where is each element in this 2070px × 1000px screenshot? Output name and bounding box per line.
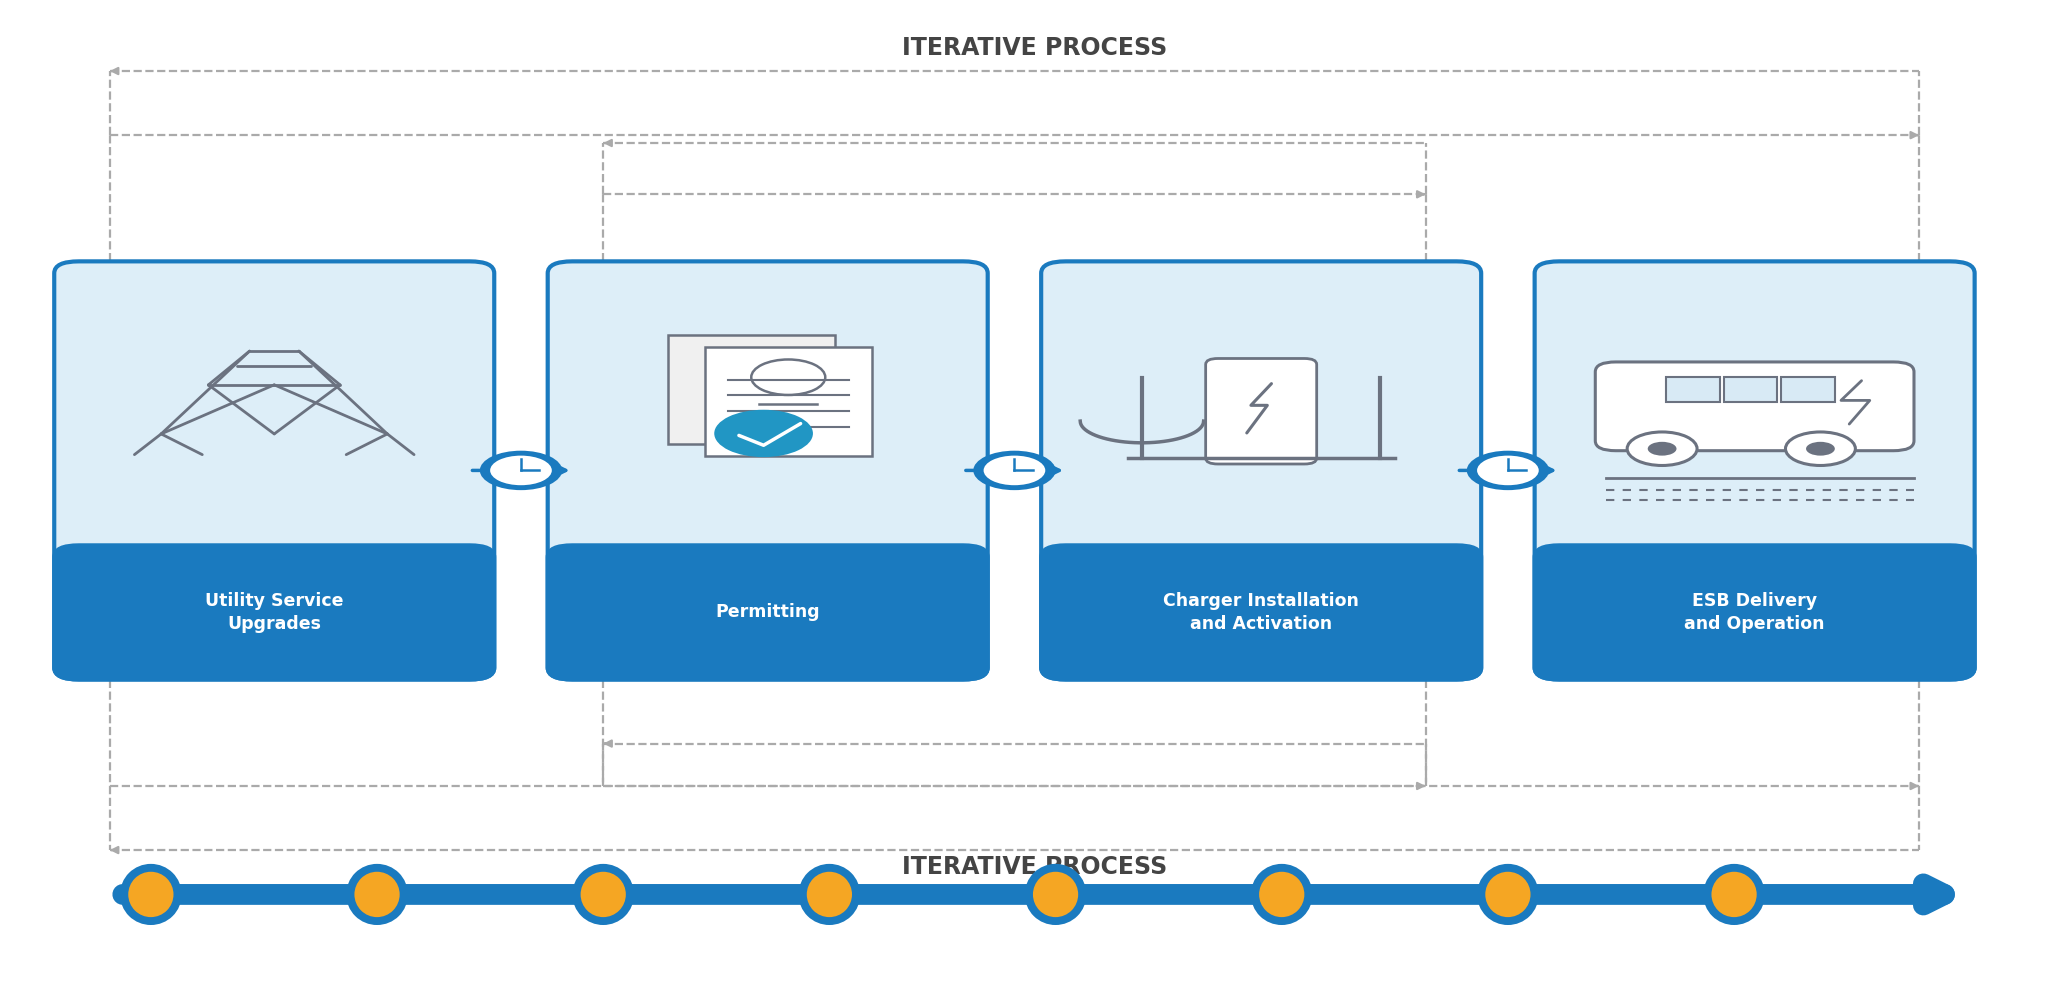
Circle shape	[983, 456, 1045, 485]
Text: Charger Installation
and Activation: Charger Installation and Activation	[1163, 592, 1360, 633]
Ellipse shape	[1478, 864, 1538, 925]
Ellipse shape	[1033, 872, 1078, 917]
FancyBboxPatch shape	[1205, 358, 1317, 464]
FancyBboxPatch shape	[549, 545, 987, 679]
Circle shape	[973, 451, 1056, 490]
Ellipse shape	[573, 864, 633, 925]
Ellipse shape	[1259, 872, 1304, 917]
Ellipse shape	[799, 864, 861, 925]
FancyBboxPatch shape	[1666, 377, 1720, 402]
Text: Permitting: Permitting	[716, 603, 820, 621]
FancyBboxPatch shape	[1724, 377, 1778, 402]
Text: ITERATIVE PROCESS: ITERATIVE PROCESS	[903, 36, 1167, 60]
FancyBboxPatch shape	[669, 335, 834, 444]
Circle shape	[1478, 456, 1538, 485]
Ellipse shape	[1025, 864, 1087, 925]
Circle shape	[480, 451, 563, 490]
Ellipse shape	[1250, 864, 1312, 925]
Text: ESB Delivery
and Operation: ESB Delivery and Operation	[1685, 592, 1826, 633]
Text: Utility Service
Upgrades: Utility Service Upgrades	[205, 592, 344, 633]
Circle shape	[1627, 432, 1697, 465]
Ellipse shape	[580, 872, 625, 917]
Ellipse shape	[128, 872, 174, 917]
Circle shape	[714, 410, 814, 457]
Ellipse shape	[346, 864, 408, 925]
Circle shape	[1468, 451, 1548, 490]
FancyBboxPatch shape	[1596, 362, 1915, 451]
FancyBboxPatch shape	[706, 347, 871, 456]
FancyBboxPatch shape	[1041, 261, 1482, 679]
Ellipse shape	[1486, 872, 1530, 917]
FancyBboxPatch shape	[54, 545, 495, 679]
Ellipse shape	[807, 872, 853, 917]
FancyBboxPatch shape	[1534, 545, 1975, 679]
Ellipse shape	[1712, 872, 1757, 917]
FancyBboxPatch shape	[549, 261, 987, 679]
FancyBboxPatch shape	[54, 261, 495, 679]
Ellipse shape	[1704, 864, 1766, 925]
Circle shape	[1786, 432, 1855, 465]
Text: ITERATIVE PROCESS: ITERATIVE PROCESS	[903, 855, 1167, 879]
FancyBboxPatch shape	[1782, 377, 1834, 402]
FancyBboxPatch shape	[1041, 545, 1482, 679]
Ellipse shape	[354, 872, 400, 917]
Circle shape	[491, 456, 553, 485]
Circle shape	[1805, 442, 1834, 456]
FancyBboxPatch shape	[1534, 261, 1975, 679]
Ellipse shape	[120, 864, 182, 925]
Circle shape	[1648, 442, 1677, 456]
